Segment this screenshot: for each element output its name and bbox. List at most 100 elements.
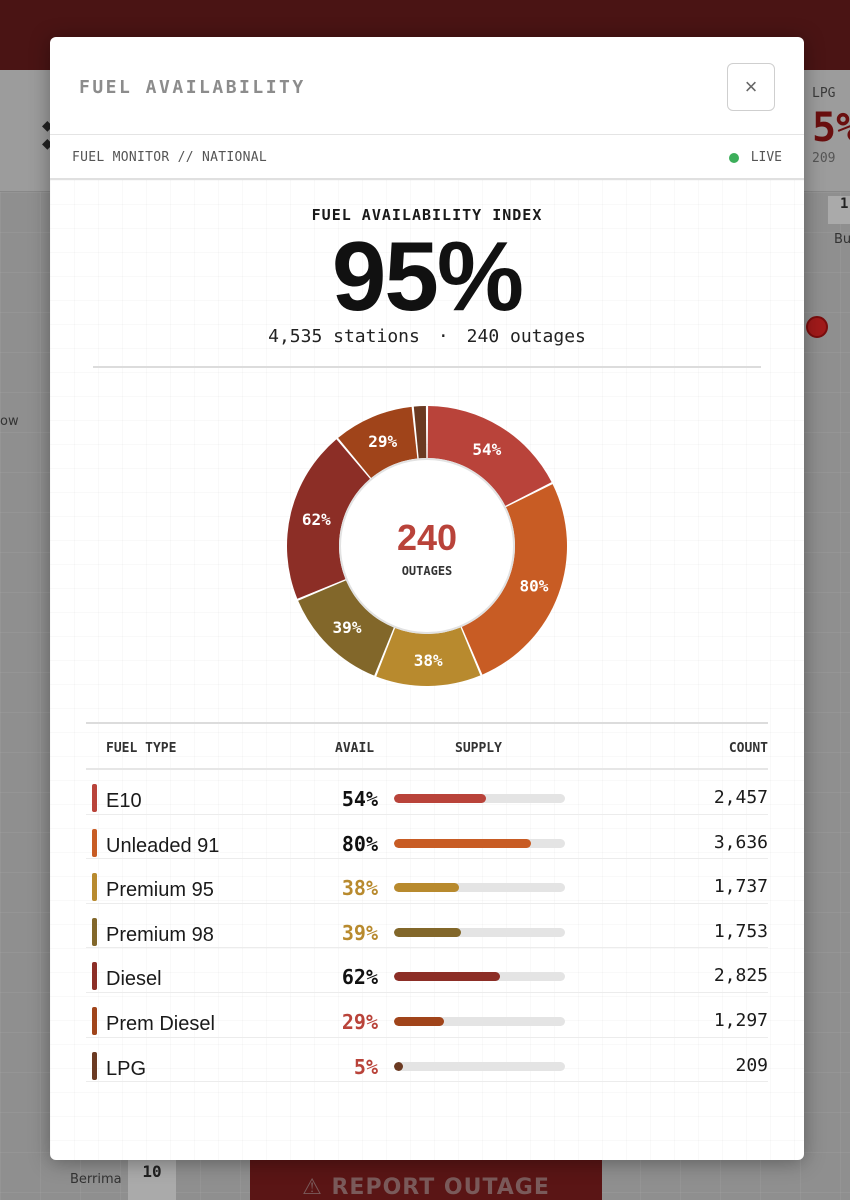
outages-count: 240 outages [466, 326, 586, 347]
lpg-stat-card[interactable]: LPG 5% 209 [812, 86, 850, 166]
fuel-avail: 29% [341, 1009, 378, 1034]
map-place-label: Bu [834, 232, 850, 247]
index-label: FUEL AVAILABILITY INDEX [311, 206, 543, 224]
fuel-color-marker [92, 873, 97, 902]
table-row[interactable]: Premium 95 38% 1,737 [86, 859, 768, 904]
fuel-avail: 39% [341, 920, 378, 945]
fuel-avail: 80% [341, 831, 378, 856]
fuel-name: Prem Diesel [106, 1012, 215, 1035]
close-button[interactable]: × [727, 63, 775, 111]
lpg-stat-count: 209 [812, 151, 836, 166]
summary-separator: · [437, 326, 449, 347]
fuel-color-marker [92, 1006, 97, 1035]
donut-segment[interactable] [376, 627, 481, 686]
supply-bar-fill [394, 794, 487, 803]
map-place-label: Berrima [70, 1172, 122, 1187]
header-fuel-type: FUEL TYPE [106, 741, 177, 756]
live-label: LIVE [750, 150, 782, 165]
fuel-availability-modal: FUEL AVAILABILITY × FUEL MONITOR // NATI… [50, 37, 804, 1160]
donut-segment[interactable] [413, 406, 427, 459]
fuel-name: Diesel [106, 968, 162, 991]
fuel-name: E10 [106, 790, 142, 812]
fuel-color-marker [92, 784, 97, 812]
supply-bar-track [394, 794, 565, 803]
table-row[interactable]: Prem Diesel 29% 1,297 [86, 993, 768, 1038]
fuel-color-marker [92, 917, 97, 946]
supply-bar-track [394, 838, 565, 848]
donut-segment[interactable] [287, 439, 371, 599]
live-dot-icon [728, 152, 739, 163]
fuel-avail: 62% [341, 965, 378, 990]
lpg-stat-label: LPG [812, 86, 836, 101]
fuel-avail: 54% [341, 787, 378, 811]
fuel-count: 2,457 [713, 787, 768, 808]
fuel-color-marker [92, 1051, 97, 1080]
header-avail: AVAIL [335, 741, 375, 756]
donut-segment-label: 39% [333, 618, 362, 637]
donut-segment[interactable] [427, 406, 552, 506]
fuel-color-marker [92, 828, 97, 857]
header-count: COUNT [728, 741, 768, 756]
modal-subheader: FUEL MONITOR // NATIONAL LIVE [50, 135, 804, 180]
stations-count: 4,535 stations [268, 326, 420, 347]
fuel-count: 1,753 [713, 920, 768, 942]
close-icon: × [744, 74, 758, 99]
table-row[interactable]: Premium 98 39% 1,753 [86, 904, 768, 949]
fuel-color-marker [92, 962, 97, 991]
supply-bar-fill [394, 883, 459, 893]
fuel-table: FUEL TYPE AVAIL SUPPLY COUNT E10 54% 2,457… [86, 722, 768, 1083]
index-summary: 4,535 stations · 240 outages [50, 326, 804, 347]
fuel-name: LPG [106, 1057, 147, 1080]
fuel-donut-chart: 54% 80% 38% 39% 62% 29% 240 OUTAGES [287, 406, 567, 686]
map-station-marker[interactable] [806, 316, 828, 338]
fuel-count: 2,825 [713, 965, 768, 987]
supply-bar-fill [394, 927, 461, 937]
fuel-count: 209 [735, 1054, 768, 1076]
donut-segment[interactable] [338, 406, 418, 479]
lpg-stat-value: 5% [812, 105, 850, 151]
map-cluster-badge[interactable]: 10 [128, 1160, 176, 1200]
breadcrumb: FUEL MONITOR // NATIONAL [72, 150, 268, 165]
modal-header: FUEL AVAILABILITY × [50, 37, 804, 135]
table-row[interactable]: E10 54% 2,457 [86, 770, 768, 815]
modal-title: FUEL AVAILABILITY [79, 77, 306, 98]
table-row[interactable]: Unleaded 91 80% 3,636 [86, 815, 768, 860]
stat-arrow-icon: ◆ [42, 118, 53, 134]
header-supply: SUPPLY [455, 741, 502, 756]
stat-arrow-icon: ◆ [42, 136, 53, 152]
supply-bar-track [394, 972, 565, 982]
supply-bar-track [394, 1016, 565, 1026]
donut-segment[interactable] [298, 580, 394, 676]
live-indicator: LIVE [728, 150, 782, 165]
fuel-count: 1,297 [713, 1009, 768, 1031]
fuel-avail: 5% [353, 1054, 378, 1079]
donut-hole [339, 458, 515, 634]
donut-center-value: 240 [397, 517, 457, 558]
divider [93, 366, 761, 368]
fuel-name: Unleaded 91 [106, 834, 220, 857]
supply-bar-track [394, 1061, 565, 1071]
fuel-avail: 38% [341, 876, 378, 901]
donut-segment-label: 62% [302, 510, 331, 529]
table-row[interactable]: LPG 5% 209 [86, 1038, 768, 1083]
supply-bar-track [394, 883, 565, 893]
map-cluster-badge[interactable]: 1 [828, 196, 850, 224]
table-row[interactable]: Diesel 62% 2,825 [86, 948, 768, 993]
donut-segment-label: 54% [472, 440, 501, 459]
fuel-name: Premium 98 [106, 923, 214, 946]
fuel-count: 1,737 [713, 876, 768, 898]
donut-segment-label: 29% [368, 432, 397, 451]
table-header: FUEL TYPE AVAIL SUPPLY COUNT [86, 722, 768, 770]
fuel-name: Premium 95 [106, 879, 214, 902]
modal-content: FUEL AVAILABILITY INDEX 95% 4,535 statio… [50, 180, 804, 1160]
map-place-label: ow [0, 414, 19, 429]
donut-segment-label: 38% [414, 651, 443, 670]
supply-bar-fill [394, 972, 501, 982]
donut-segment[interactable] [461, 484, 567, 675]
index-value: 95% [331, 221, 524, 331]
fuel-count: 3,636 [713, 831, 768, 853]
report-outage-button[interactable]: ⚠ REPORT OUTAGE [250, 1160, 602, 1200]
supply-bar-fill [394, 1061, 403, 1071]
supply-bar-fill [394, 1016, 444, 1026]
supply-bar-track [394, 927, 565, 937]
